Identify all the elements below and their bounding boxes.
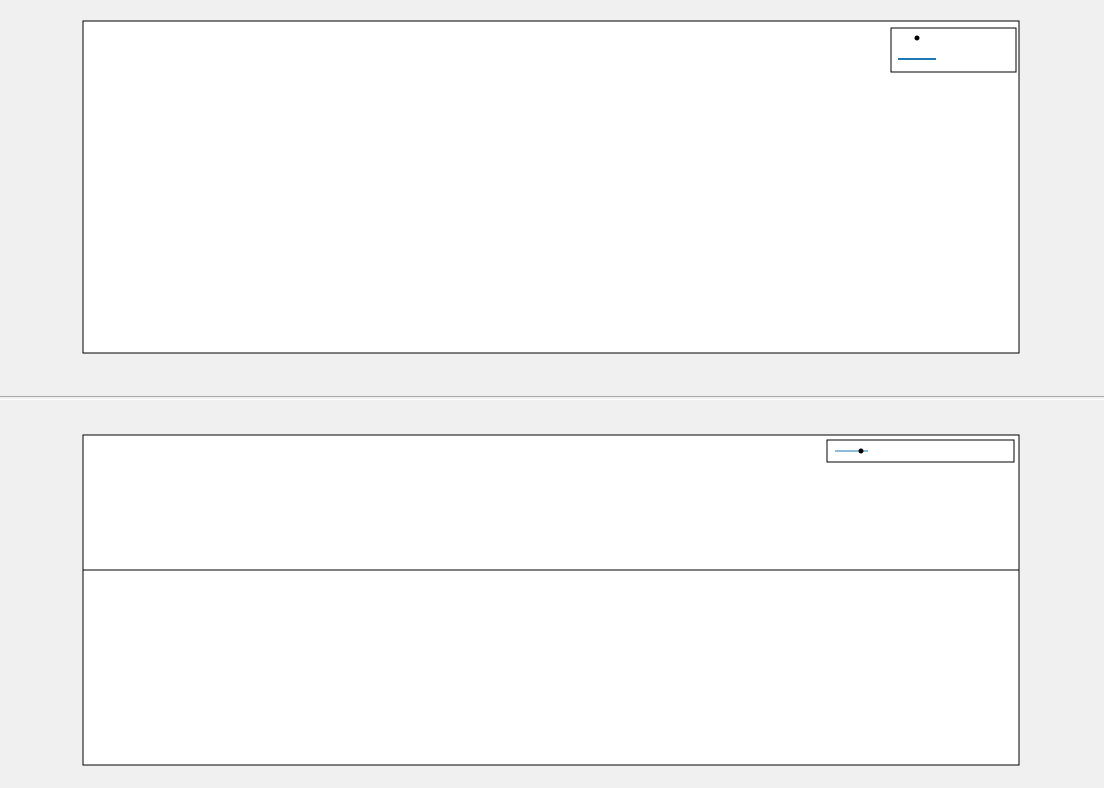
bottom-axes: [82, 434, 1020, 766]
legend-z2-marker-icon: [914, 35, 920, 41]
bottom-plot-area[interactable]: [82, 434, 1020, 766]
legend-residual-marker-icon: [858, 448, 864, 454]
top-axes: [82, 20, 1020, 354]
subplot-divider: [0, 396, 1104, 400]
top-legend[interactable]: [890, 27, 1017, 73]
top-plot-area[interactable]: [82, 20, 1020, 354]
bottom-legend-box: [826, 439, 1015, 463]
bottom-legend[interactable]: [826, 439, 1015, 463]
top-legend-box: [890, 27, 1017, 73]
